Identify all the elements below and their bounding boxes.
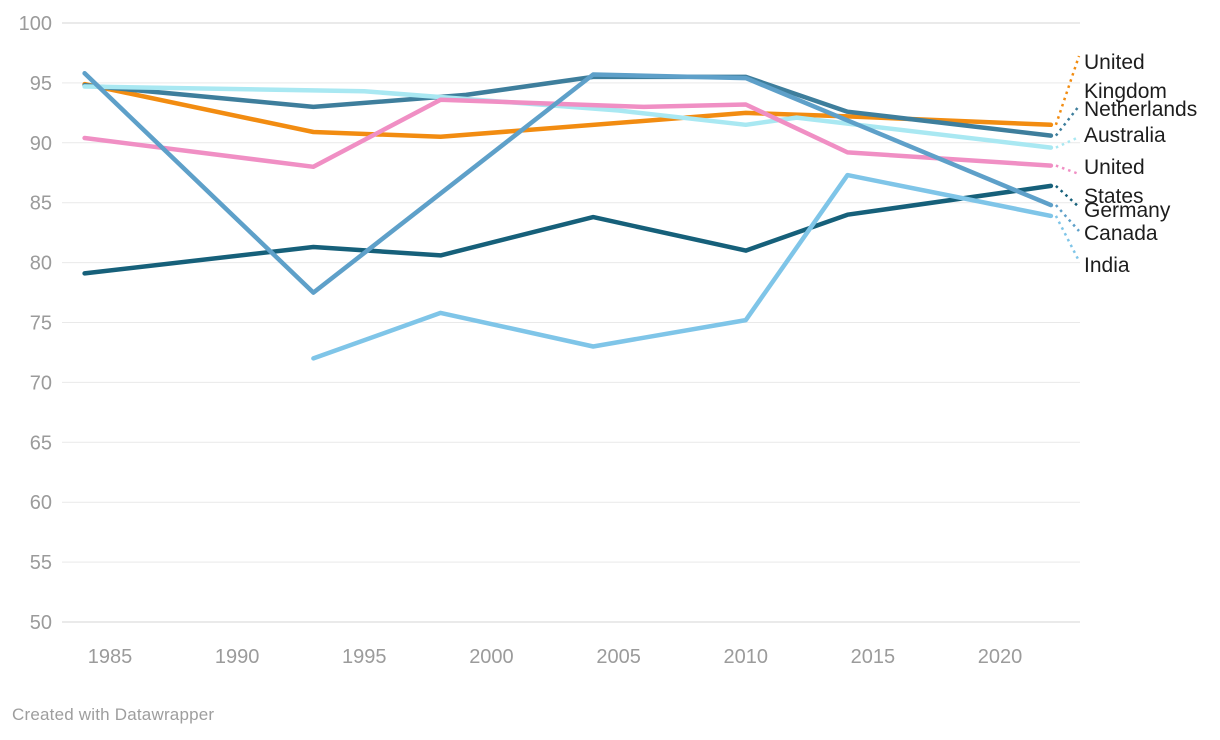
series-leader-line — [1054, 204, 1080, 232]
series-label: Kingdom — [1084, 80, 1167, 103]
series-label: Germany — [1084, 199, 1171, 222]
series-line-germany — [82, 183, 1054, 276]
x-axis-tick-label: 2005 — [596, 646, 641, 668]
x-axis-tick-label: 2015 — [851, 646, 896, 668]
series-label: Australia — [1084, 124, 1166, 147]
y-axis-tick-label: 75 — [30, 313, 52, 335]
series-leader-line — [1054, 215, 1081, 262]
series-label: States — [1084, 185, 1144, 208]
x-axis-tick-label: 1985 — [88, 646, 133, 668]
series-label: India — [1084, 254, 1130, 277]
series-leader-line — [1054, 105, 1080, 137]
y-axis-tick-label: 70 — [30, 372, 52, 394]
series-line-united-states — [82, 97, 1054, 170]
series-leader-line — [1055, 164, 1080, 176]
series-label: United — [1084, 156, 1145, 179]
series-leader-line — [1055, 185, 1080, 208]
series-label: Canada — [1084, 222, 1158, 245]
y-axis-tick-label: 50 — [30, 612, 52, 634]
y-axis-tick-label: 100 — [19, 13, 52, 35]
x-axis-tick-label: 1990 — [215, 646, 260, 668]
datawrapper-credit: Created with Datawrapper — [12, 705, 215, 724]
series-label: Netherlands — [1084, 98, 1197, 121]
y-axis-tick-label: 55 — [30, 552, 52, 574]
y-axis-tick-label: 85 — [30, 193, 52, 215]
y-axis-tick-label: 95 — [30, 73, 52, 95]
series-leader-line — [1055, 135, 1080, 149]
y-axis-tick-label: 65 — [30, 432, 52, 454]
x-axis-tick-label: 2020 — [978, 646, 1023, 668]
y-axis-tick-label: 90 — [30, 133, 52, 155]
y-axis-tick-label: 60 — [30, 492, 52, 514]
y-axis-tick-label: 80 — [30, 253, 52, 275]
series-leader-line — [1054, 55, 1081, 126]
x-axis-tick-label: 2010 — [724, 646, 769, 668]
series-line-canada — [82, 71, 1054, 295]
series-line-australia — [82, 84, 1054, 150]
series-line-india — [311, 172, 1054, 361]
series-label: United — [1084, 51, 1145, 74]
x-axis-tick-label: 2000 — [469, 646, 514, 668]
x-axis-tick-label: 1995 — [342, 646, 387, 668]
